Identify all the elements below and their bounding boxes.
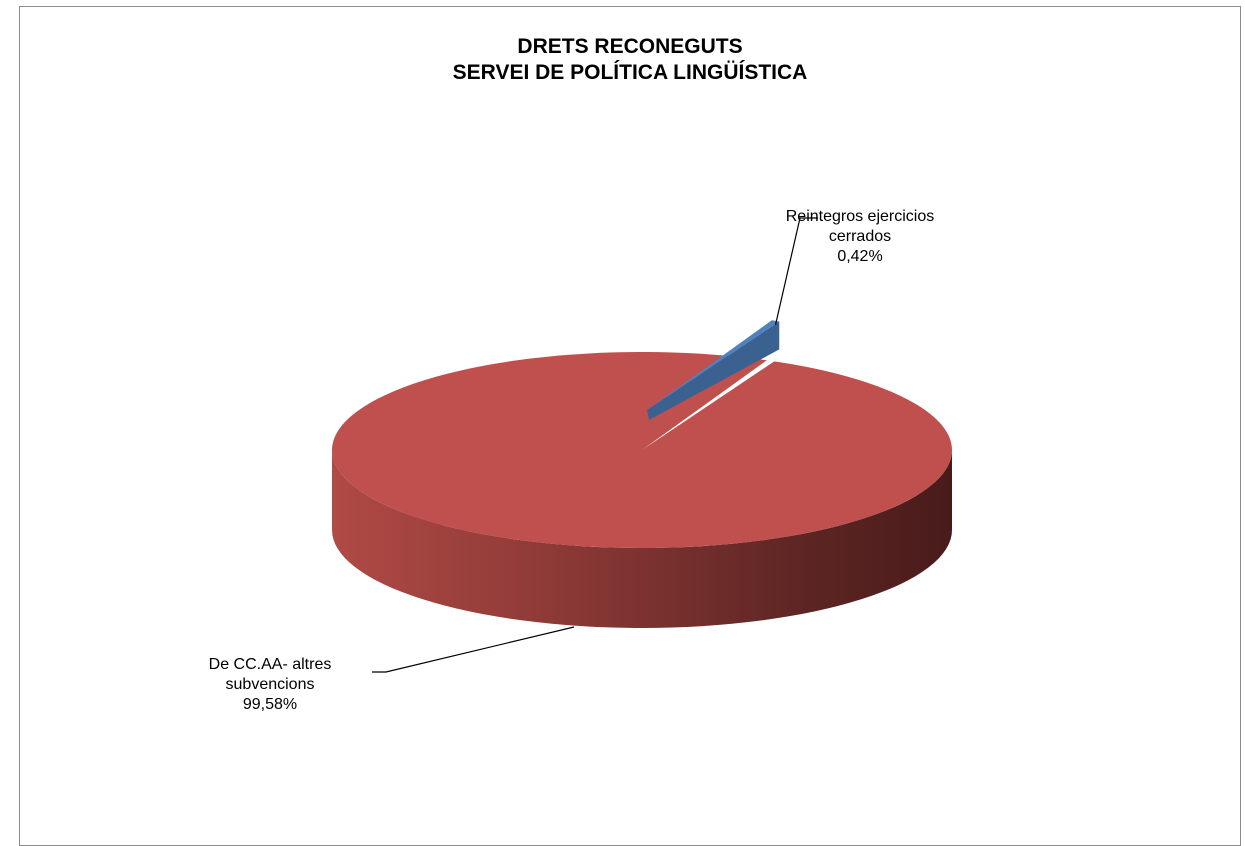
slice-label-ccaa: De CC.AA- altres subvencions 99,58%: [170, 655, 370, 715]
slice-label-reintegros-line-2: cerrados: [828, 228, 892, 245]
slice-label-ccaa-line-2: subvencions: [225, 676, 315, 693]
pie-slice-reintegros: [646, 320, 780, 410]
slice-label-reintegros-pct: 0,42%: [837, 248, 883, 265]
slice-label-ccaa-pct: 99,58%: [242, 696, 298, 713]
leader-line-ccaa: [372, 626, 575, 673]
leader-line-reintegros: [774, 217, 818, 325]
pie-slice-ccaa: [331, 351, 952, 548]
pie-slice-ccaa-side: [332, 450, 952, 628]
slice-label-reintegros-line-1: Reintegros ejercicios: [785, 208, 935, 225]
pie-chart: [331, 217, 952, 673]
slice-label-ccaa-line-1: De CC.AA- altres: [208, 656, 332, 673]
pie-slice-reintegros-side: [646, 321, 780, 420]
chart-title-line-1: DRETS RECONEGUTS: [517, 35, 743, 58]
chart-title-line-2: SERVEI DE POLÍTICA LINGÜÍSTICA: [452, 61, 808, 84]
slice-label-reintegros: Reintegros ejercicios cerrados 0,42%: [760, 207, 960, 267]
chart-title: DRETS RECONEGUTS SERVEI DE POLÍTICA LING…: [19, 34, 1241, 86]
